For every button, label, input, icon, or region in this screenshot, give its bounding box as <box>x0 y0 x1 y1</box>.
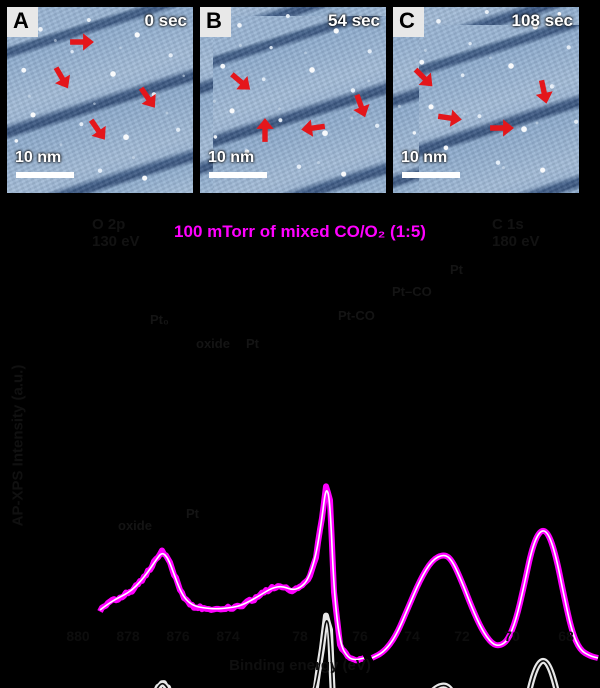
panel-timestamp: 54 sec <box>328 11 380 30</box>
spectra-curves <box>97 483 599 688</box>
peak-annotation: oxide <box>118 518 152 533</box>
peak-annotation: Pt-CO <box>338 308 375 323</box>
x-axis-ticks: 880 878 876 874 78 76 74 72 70 68 <box>0 628 600 646</box>
panel-letter-label: A <box>7 7 38 37</box>
x-tick-label: 70 <box>504 628 520 644</box>
x-tick-label: 876 <box>166 628 190 644</box>
x-tick-label: 74 <box>404 628 420 644</box>
scale-bar <box>16 172 74 178</box>
scale-bar-label: 10 nm <box>208 149 255 166</box>
nanoparticle-speckle-fine <box>393 17 563 193</box>
x-tick-label: 72 <box>454 628 470 644</box>
scale-bar-label: 10 nm <box>401 149 448 166</box>
panel-letter-label: C <box>393 7 424 37</box>
stm-panel-c: C 108 sec 10 nm <box>393 7 579 193</box>
peak-annotation: Pt <box>186 506 199 521</box>
panel-timestamp: 108 sec <box>511 11 573 30</box>
peak-annotation: Pt₀ <box>150 312 169 327</box>
x-axis-label: Binding energy (eV) <box>229 657 371 674</box>
scale-bar <box>209 172 267 178</box>
fit-line <box>99 490 365 661</box>
stm-panel-a: A 0 sec 10 nm <box>7 7 193 193</box>
panel-letter-label: B <box>200 7 231 37</box>
nanoparticle-speckle-fine <box>7 7 193 193</box>
stm-image-strip: A 0 sec 10 nm B 54 sec 10 nm C 108 sec 10 nm <box>0 0 600 200</box>
right-region-note: C 1s 180 eV <box>492 216 540 251</box>
scale-bar-label: 10 nm <box>15 149 62 166</box>
peak-annotation: Pt–CO <box>392 284 432 299</box>
stm-panel-b: B 54 sec 10 nm <box>200 7 386 193</box>
x-tick-label: 874 <box>216 628 240 644</box>
x-tick-label: 880 <box>66 628 90 644</box>
peak-annotation: oxide <box>196 336 230 351</box>
plot-title: 100 mTorr of mixed CO/O₂ (1:5) <box>174 222 426 241</box>
left-region-note: O 2p 130 eV <box>92 216 140 251</box>
panel-timestamp: 0 sec <box>144 11 187 30</box>
nanoparticle-speckle-fine <box>200 12 378 193</box>
fit-line <box>156 620 334 688</box>
fit-line <box>371 530 599 659</box>
spectrum-reference-white <box>154 612 560 688</box>
apxps-spectra-plot: 100 mTorr of mixed CO/O₂ (1:5) O 2p 130 … <box>0 200 600 688</box>
x-tick-label: 76 <box>352 628 368 644</box>
x-tick-label: 78 <box>292 628 308 644</box>
peak-annotation: Pt <box>450 262 463 277</box>
scale-bar <box>402 172 460 178</box>
x-tick-label: 68 <box>558 628 574 644</box>
peak-annotation: Pt <box>246 336 259 351</box>
spectrum-co-o2-magenta <box>97 483 599 664</box>
x-tick-label: 878 <box>116 628 140 644</box>
